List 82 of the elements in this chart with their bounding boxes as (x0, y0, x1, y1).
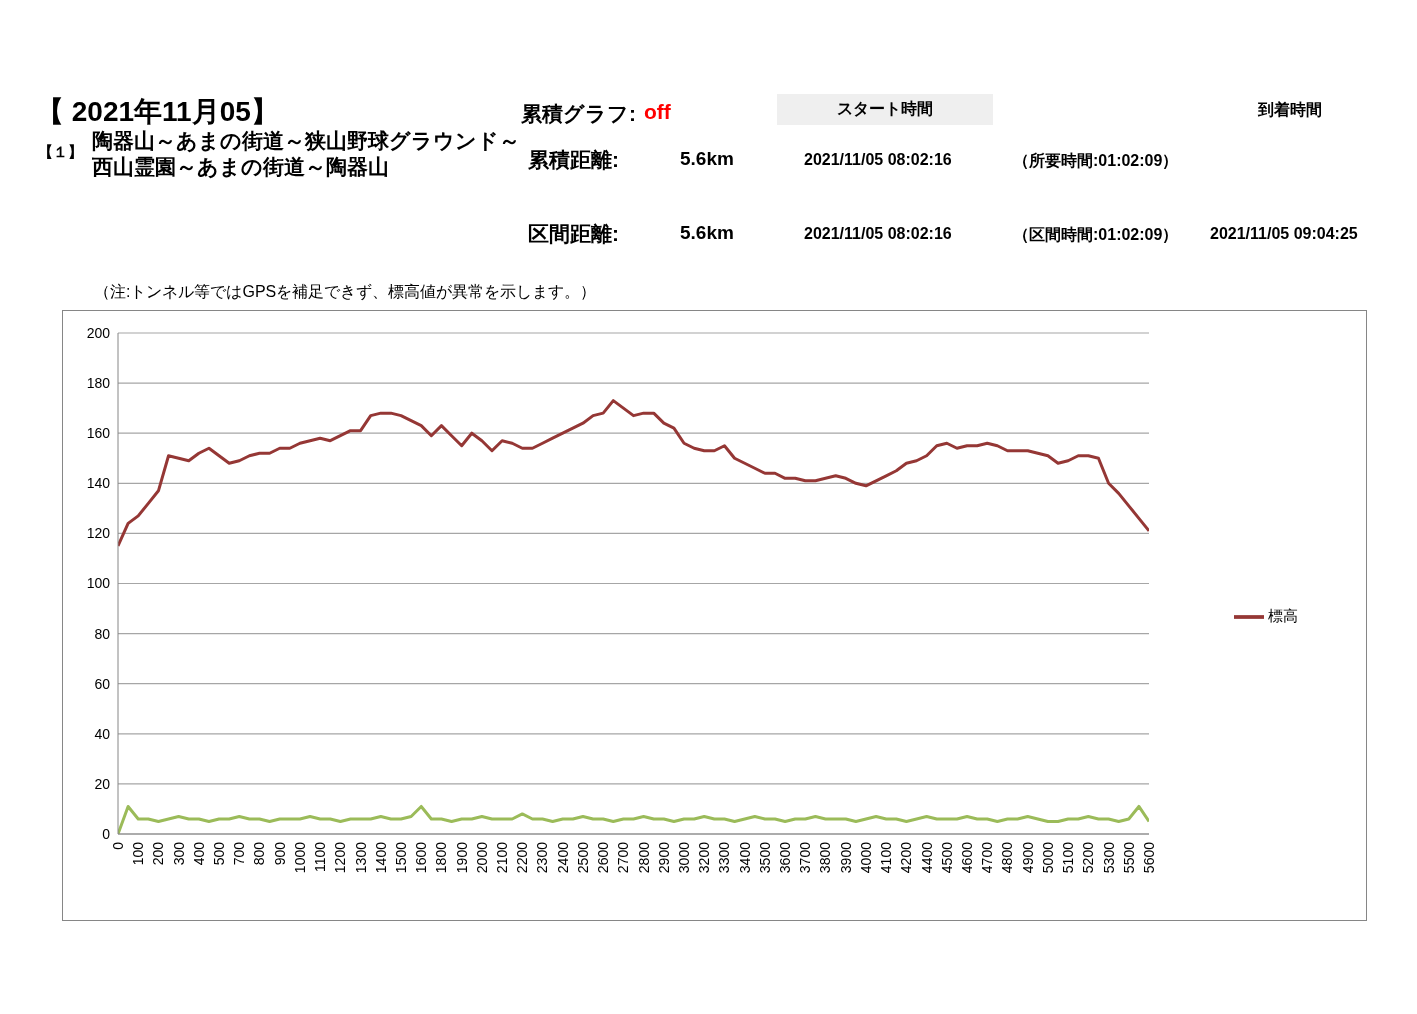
x-tick-label: 0 (109, 841, 126, 850)
text: 【１】 (38, 143, 83, 162)
x-tick-label: 900 (271, 841, 288, 866)
x-tick-label: 500 (211, 841, 228, 866)
x-tick-label: 2100 (494, 841, 511, 874)
x-tick-label: 5600 (1140, 841, 1157, 874)
x-tick-label: 4000 (857, 841, 874, 874)
y-tick-label: 40 (94, 725, 111, 742)
y-tick-label: 100 (86, 575, 111, 592)
line-series (118, 399, 1149, 548)
x-tick-label: 800 (251, 841, 268, 866)
y-tick-label: 160 (86, 425, 111, 442)
x-tick-label: 3200 (696, 841, 713, 874)
y-tick-label: 20 (94, 775, 111, 792)
x-tick-label: 3700 (797, 841, 814, 874)
x-tick-label: 1100 (312, 841, 329, 873)
x-tick-label: 4400 (918, 841, 935, 874)
x-tick-label: 100 (130, 841, 147, 866)
x-tick-label: 2700 (615, 841, 632, 874)
x-tick-label: 3400 (736, 841, 753, 874)
x-tick-label: 400 (190, 841, 207, 866)
x-tick-label: 2600 (595, 841, 612, 874)
x-tick-label: 2800 (635, 841, 652, 874)
text: 到着時間 (1258, 100, 1322, 120)
x-tick-label: 2900 (655, 841, 672, 874)
x-tick-label: 1500 (392, 841, 409, 874)
x-tick-label: 1900 (453, 841, 470, 874)
x-tick-label: 300 (170, 841, 187, 866)
x-tick-label: 4100 (878, 841, 895, 874)
text: （区間時間:01:02:09） (1013, 225, 1179, 245)
x-tick-label: 1000 (291, 841, 308, 874)
text: 5.6km (680, 148, 734, 170)
x-tick-label: 1600 (413, 841, 430, 874)
text: 累積距離: (528, 147, 619, 173)
text: 累積グラフ: (521, 101, 636, 127)
y-tick-label: 180 (86, 375, 111, 392)
text: off (644, 100, 671, 124)
x-tick-label: 5300 (1100, 841, 1117, 874)
chart-title: 【 2021年11月05】 (36, 96, 279, 127)
y-tick-label: 80 (94, 625, 111, 642)
x-tick-label: 4200 (898, 841, 915, 874)
x-tick-label: 1800 (433, 841, 450, 874)
x-tick-label: 4600 (959, 841, 975, 874)
chart-subtitle: 陶器山～あまの街道～狭山野球グラウンド～西山霊園～あまの街道～陶器山 (92, 128, 521, 180)
x-tick-label: 1200 (332, 841, 349, 874)
x-tick-label: 3800 (817, 841, 834, 874)
x-tick-label: 4900 (1019, 841, 1036, 874)
x-tick-label: 5500 (1120, 841, 1137, 874)
text: 区間距離: (528, 221, 619, 247)
x-tick-label: 2400 (554, 841, 571, 874)
x-tick-label: 4700 (979, 841, 996, 874)
text: （所要時間:01:02:09） (1013, 151, 1179, 171)
text: （注:トンネル等ではGPSを補足できず、標高値が異常を示します。） (94, 282, 597, 302)
y-tick-label: 200 (86, 324, 111, 341)
y-tick-label: 60 (94, 675, 111, 692)
x-tick-label: 2500 (574, 841, 591, 874)
x-tick-label: 3000 (675, 841, 692, 874)
x-tick-label: 1300 (352, 841, 369, 874)
legend-label: 標高 (1268, 606, 1298, 624)
x-tick-label: 2000 (473, 841, 490, 874)
x-tick-label: 5100 (1060, 841, 1077, 874)
text: 2021/11/05 08:02:16 (804, 225, 952, 243)
x-tick-label: 5000 (1039, 841, 1056, 874)
x-tick-label: 200 (150, 841, 167, 866)
x-tick-label: 700 (231, 841, 248, 866)
text: 2021/11/05 08:02:16 (804, 151, 952, 169)
y-tick-label: 140 (86, 475, 111, 492)
text: スタート時間 (777, 94, 993, 125)
x-tick-label: 3500 (756, 841, 773, 874)
y-tick-label: 0 (102, 825, 111, 842)
y-tick-label: 120 (86, 525, 111, 542)
x-tick-label: 4800 (999, 841, 1016, 874)
x-tick-label: 3300 (716, 841, 733, 874)
x-tick-label: 4500 (938, 841, 955, 874)
x-tick-label: 2300 (534, 841, 551, 874)
x-tick-label: 5200 (1080, 841, 1097, 874)
x-tick-label: 2200 (514, 841, 531, 874)
text: 5.6km (680, 222, 734, 244)
x-tick-label: 1400 (372, 841, 389, 874)
text: 2021/11/05 09:04:25 (1210, 225, 1358, 243)
x-tick-label: 3600 (777, 841, 794, 874)
x-tick-label: 3900 (837, 841, 854, 874)
